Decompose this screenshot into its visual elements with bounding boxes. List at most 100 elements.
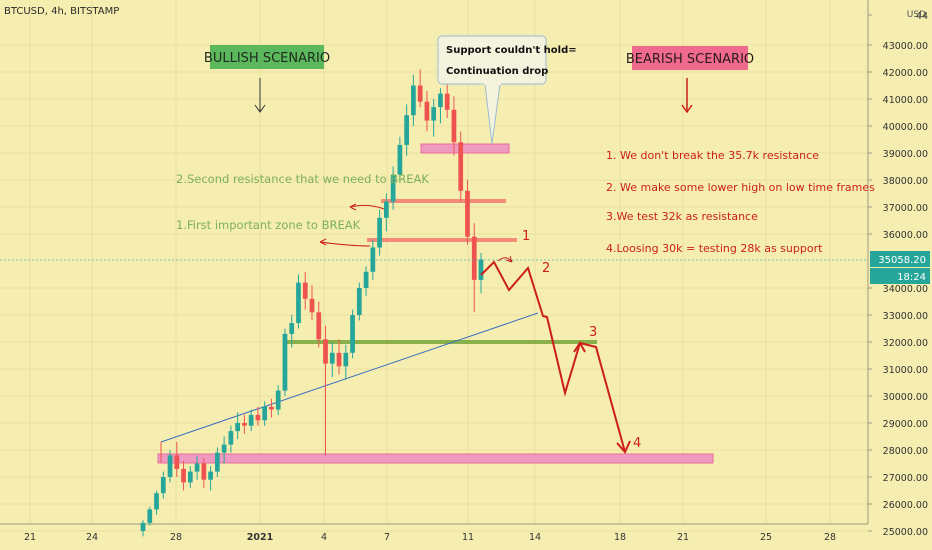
support-zone-39k — [420, 143, 510, 154]
candle-body — [289, 323, 295, 334]
candle-body — [194, 463, 200, 472]
path-label-1: 1 — [522, 229, 530, 244]
candle-body — [451, 109, 457, 143]
x-tick-label: 11 — [462, 532, 474, 543]
candle-body — [248, 414, 254, 426]
candle-body — [201, 463, 207, 480]
candle-body — [329, 352, 335, 364]
candle-body — [431, 107, 437, 121]
candle-body — [350, 315, 355, 353]
x-tick-label: 4 — [321, 532, 327, 543]
x-tick-label: 21 — [677, 532, 689, 543]
candle-body — [242, 423, 247, 426]
y-tick-label: 30000.00 — [883, 392, 928, 403]
candle-body — [343, 352, 349, 367]
y-tick-label: 26000.00 — [883, 500, 928, 511]
x-tick-label: 2021 — [247, 532, 273, 543]
candle-body — [262, 406, 268, 421]
y-tick-label: 31000.00 — [883, 365, 928, 376]
candle-body — [214, 452, 220, 472]
pointer-arrow-second-resistance — [349, 204, 385, 210]
candle-body — [147, 509, 153, 523]
bearish-arrowhead — [681, 104, 693, 114]
candle-body — [187, 471, 193, 483]
candle-body — [316, 312, 322, 340]
candle-body — [363, 271, 369, 288]
time-axis-ticks: 21 24 28 2021 4 7 11 14 18 21 25 28 — [24, 532, 836, 543]
x-tick-label: 25 — [760, 532, 772, 543]
candle-body — [444, 93, 450, 110]
candle-body — [228, 431, 234, 445]
price-axis-ticks: 44 43000.00 42000.00 41000.00 40000.00 39000.… — [868, 11, 928, 538]
candle-body — [404, 115, 410, 145]
candle-body — [275, 390, 281, 410]
candle-body — [174, 455, 180, 469]
bullish-title: BULLISH SCENARIO — [204, 51, 330, 66]
candle-body — [383, 201, 389, 218]
x-tick-label: 14 — [529, 532, 541, 543]
candle-body — [323, 339, 328, 364]
bullish-arrowhead — [254, 104, 266, 113]
path-label-2: 2 — [542, 261, 550, 276]
y-tick-label: 38000.00 — [883, 176, 928, 187]
bearish-title: BEARISH SCENARIO — [626, 52, 754, 67]
candle-body — [296, 282, 301, 324]
pointer-arrowhead-first-zone — [319, 238, 327, 246]
bearish-point-1: 1. We don't break the 35.7k resistance — [606, 149, 819, 162]
y-tick-label: 32000.00 — [883, 338, 928, 349]
candle-body — [356, 288, 362, 315]
candle-body — [208, 471, 213, 480]
y-tick-label: 28000.00 — [883, 446, 928, 457]
pointer-arrow-first-zone — [319, 241, 371, 247]
callout-joint — [484, 82, 501, 85]
candle-body — [424, 101, 430, 121]
projection-arrowhead-4 — [616, 440, 631, 454]
candle-body — [235, 423, 241, 432]
candle-body — [302, 282, 308, 299]
candle-body — [411, 85, 416, 116]
y-tick-label: 25000.00 — [883, 527, 928, 538]
path-label-3: 3 — [589, 325, 597, 340]
candle-body — [417, 85, 423, 102]
ascending-trendline — [160, 312, 539, 443]
candle-body — [478, 259, 484, 280]
y-tick-label: 34000.00 — [883, 284, 928, 295]
path-label-4: 4 — [633, 436, 641, 451]
bearish-title-box — [632, 46, 748, 70]
candle-body — [465, 190, 470, 237]
candlestick-series — [140, 69, 484, 537]
candle-body — [397, 144, 403, 175]
x-tick-label: 21 — [24, 532, 36, 543]
x-tick-label: 18 — [614, 532, 626, 543]
y-tick-label: 43000.00 — [883, 41, 928, 52]
x-tick-label: 24 — [86, 532, 98, 543]
y-tick-label: 29000.00 — [883, 419, 928, 430]
y-tick-label: 37000.00 — [883, 203, 928, 214]
candle-body — [255, 414, 261, 421]
x-tick-label: 7 — [384, 532, 390, 543]
countdown-badge — [870, 268, 930, 284]
candle-body — [167, 455, 173, 477]
candle-body — [458, 142, 464, 191]
small-curve-arrowhead — [505, 255, 513, 263]
y-tick-label: 41000.00 — [883, 95, 928, 106]
callout-pointer — [484, 83, 501, 145]
candle-body — [154, 493, 159, 510]
candle-body — [269, 406, 274, 410]
y-tick-label: 42000.00 — [883, 68, 928, 79]
candle-body — [221, 444, 227, 453]
candle-body — [377, 217, 382, 248]
currency-label: USD — [907, 10, 926, 20]
bullish-title-box — [210, 45, 324, 69]
bearish-point-2: 2. We make some lower high on low time f… — [606, 181, 875, 194]
callout-line-1: Support couldn't hold= — [446, 45, 577, 56]
candle-body — [471, 236, 477, 280]
countdown-value: 18:24 — [897, 272, 926, 283]
x-tick-label: 28 — [824, 532, 836, 543]
candle-body — [390, 174, 396, 202]
candle-body — [438, 93, 443, 108]
y-tick-label: 36000.00 — [883, 230, 928, 241]
bearish-projection-path — [480, 260, 626, 453]
